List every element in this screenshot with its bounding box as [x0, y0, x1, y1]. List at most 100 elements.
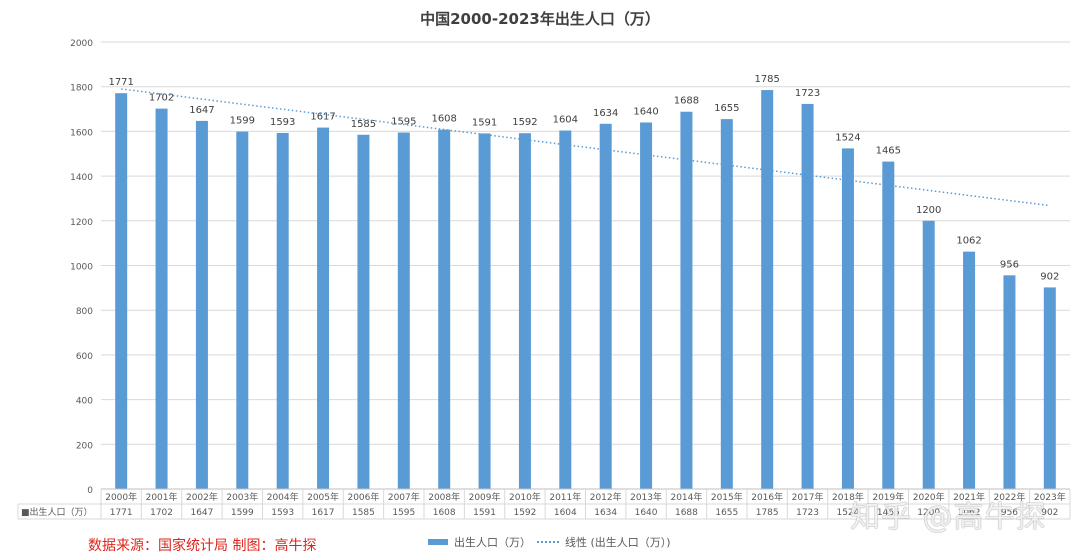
x-category-label: 2015年 [711, 491, 743, 503]
y-tick-label: 0 [87, 486, 93, 496]
x-category-label: 2008年 [428, 491, 460, 503]
data-label: 1592 [512, 117, 537, 128]
data-label: 1200 [916, 205, 941, 216]
y-tick-label: 400 [76, 397, 93, 407]
data-label: 1771 [108, 77, 133, 88]
bar [922, 220, 935, 490]
data-label: 1591 [472, 117, 497, 128]
table-cell-value: 1634 [594, 508, 617, 518]
data-label: 1595 [391, 117, 416, 128]
bar [680, 111, 693, 490]
bar [1043, 287, 1056, 489]
table-cell-value: 1617 [312, 508, 335, 518]
bar [801, 103, 814, 490]
data-label: 1723 [795, 88, 820, 99]
x-category-label: 2005年 [307, 491, 339, 503]
x-category-label: 2010年 [509, 491, 541, 503]
data-label: 1655 [714, 103, 739, 114]
table-row-header: ■出生人口（万） [21, 506, 93, 518]
y-tick-label: 1600 [70, 128, 93, 138]
y-tick-label: 1200 [70, 218, 93, 228]
table-cell-value: 1062 [958, 508, 981, 518]
bar [518, 133, 531, 490]
y-tick-label: 1800 [70, 84, 93, 94]
bar [115, 93, 128, 489]
x-category-label: 2016年 [751, 491, 783, 503]
data-label: 1785 [754, 74, 779, 85]
trendline-legend-dots-icon [537, 541, 559, 543]
y-tick-label: 1000 [70, 263, 93, 273]
bar [357, 134, 370, 489]
data-label: 1688 [674, 96, 699, 107]
bar-chart: 0 200 400 600 800 1000 1200 1400 1600 1800 2000 177… [17, 39, 1071, 520]
bar-legend-swatch-icon [428, 539, 448, 545]
chart-legend: 出生人口（万） 线性 (出生人口（万）) [428, 534, 671, 550]
table-cell-value: 1647 [190, 508, 213, 518]
data-label: 1062 [956, 236, 981, 247]
table-cell-value: 1723 [796, 508, 819, 518]
bar [1003, 275, 1016, 489]
table-cell-value: 1604 [554, 508, 577, 518]
trendline [121, 88, 1050, 207]
data-label: 1608 [431, 114, 456, 125]
x-category-label: 2012年 [590, 491, 622, 503]
data-label: 1617 [310, 112, 335, 123]
y-tick-label: 1400 [70, 173, 93, 183]
table-cell-value: 1771 [110, 508, 133, 518]
y-tick-label: 2000 [70, 39, 93, 49]
table-cell-value: 1655 [715, 508, 738, 518]
table-cell-value: 1608 [433, 508, 456, 518]
bar [195, 120, 208, 489]
watermark: 知乎 @高牛探 [850, 500, 1047, 535]
table-cell-value: 1702 [150, 508, 173, 518]
y-tick-label: 800 [76, 307, 93, 317]
x-category-label: 2023年 [1034, 491, 1066, 503]
x-category-label: 2009年 [469, 491, 501, 503]
bar [397, 132, 410, 489]
x-category-label: 2020年 [913, 491, 945, 503]
x-category-label: 2017年 [792, 491, 824, 503]
table-cell-value: 956 [1001, 508, 1018, 518]
bar [841, 148, 854, 490]
y-tick-label: 600 [76, 352, 93, 362]
x-category-label: 2018年 [832, 491, 864, 503]
table-cell-value: 902 [1041, 508, 1058, 518]
x-category-label: 2014年 [670, 491, 702, 503]
bar [640, 122, 653, 490]
bar [882, 161, 895, 489]
x-category-label: 2022年 [993, 491, 1025, 503]
x-category-label: 2007年 [388, 491, 420, 503]
x-category-label: 2006年 [347, 491, 379, 503]
data-label: 1604 [553, 115, 578, 126]
bar [478, 133, 491, 489]
table-cell-value: 1593 [271, 508, 294, 518]
x-category-label: 2000年 [105, 491, 137, 503]
x-category-label: 2003年 [226, 491, 258, 503]
data-label: 1634 [593, 108, 618, 119]
table-cell-value: 1591 [473, 508, 496, 518]
table-cell-value: 1585 [352, 508, 375, 518]
x-category-label: 2019年 [872, 491, 904, 503]
data-label: 1524 [835, 132, 860, 143]
bar [317, 127, 330, 490]
data-label: 902 [1040, 271, 1059, 282]
bar [438, 129, 451, 489]
x-category-label: 2013年 [630, 491, 662, 503]
data-label: 1465 [876, 146, 901, 157]
legend-series-label: 出生人口（万） [454, 536, 531, 549]
bar [599, 123, 612, 490]
table-cell-value: 1595 [392, 508, 415, 518]
bar [155, 108, 168, 489]
data-source-note: 数据来源：国家统计局 制图：高牛探 [88, 538, 317, 554]
x-category-label: 2004年 [267, 491, 299, 503]
x-category-label: 2021年 [953, 491, 985, 503]
bar [963, 251, 976, 489]
table-cell-value: 1688 [675, 508, 698, 518]
table-cell-value: 1640 [635, 508, 658, 518]
x-category-label: 2011年 [549, 491, 581, 503]
data-label: 1647 [189, 105, 214, 116]
x-category-label: 2001年 [146, 491, 178, 503]
bar [236, 131, 249, 489]
bar [720, 119, 733, 490]
table-cell-value: 1465 [877, 508, 900, 518]
